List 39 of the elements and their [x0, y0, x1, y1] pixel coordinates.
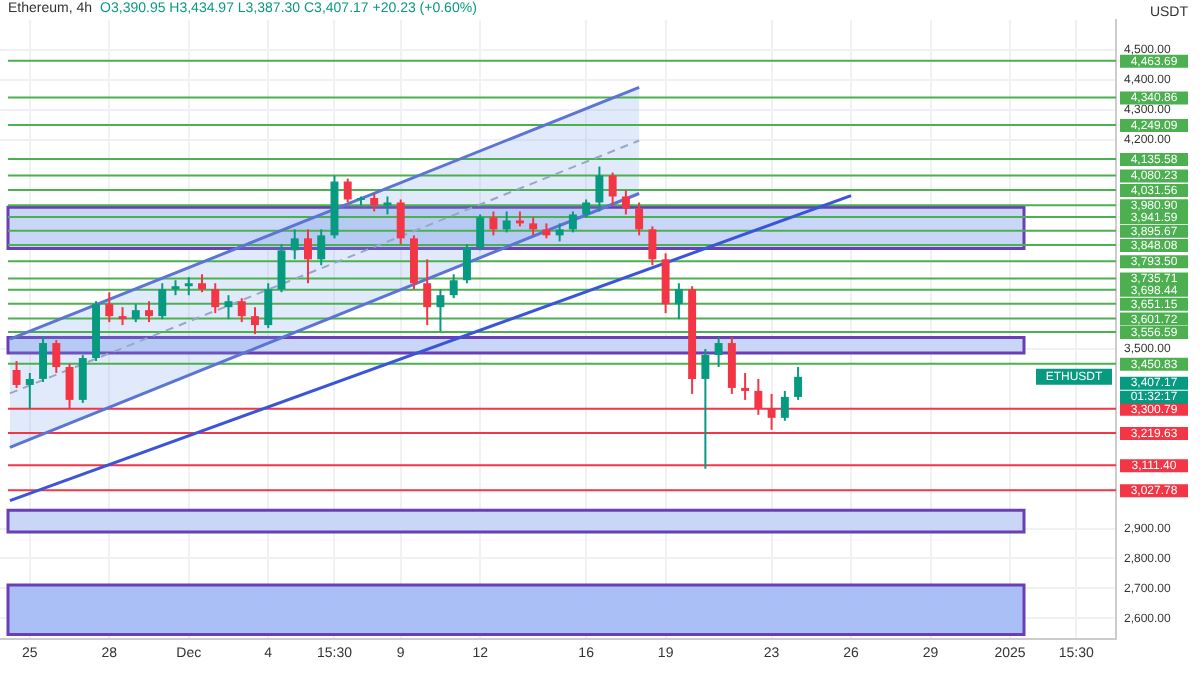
candlestick: [304, 228, 312, 285]
candlestick: [727, 336, 736, 395]
candlestick: [714, 336, 723, 368]
candlestick: [423, 258, 432, 327]
candlestick: [158, 282, 167, 321]
candlestick: [621, 189, 630, 216]
candlestick: [343, 177, 352, 204]
candlestick: [12, 360, 21, 389]
candlestick: [780, 389, 789, 422]
candlestick: [674, 282, 683, 321]
candlestick: [211, 282, 220, 315]
candlestick: [290, 228, 299, 261]
candlestick: [251, 306, 259, 336]
candlestick: [39, 336, 48, 383]
candlestick: [476, 213, 485, 252]
candlestick: [635, 201, 644, 237]
candlestick: [595, 165, 604, 213]
candlestick: [449, 273, 458, 300]
candlestick: [741, 371, 750, 401]
candlestick: [317, 228, 326, 267]
candlestick: [568, 210, 577, 234]
candlestick: [502, 210, 511, 234]
candlestick: [794, 365, 803, 401]
candlestick: [52, 339, 61, 374]
candlestick: [396, 198, 405, 246]
candlestick: [661, 252, 670, 315]
candlestick: [237, 297, 246, 324]
candlestick: [489, 210, 498, 237]
candlestick: [701, 348, 710, 470]
candlestick: [264, 282, 273, 330]
candlestick: [409, 234, 418, 291]
candlestick: [25, 371, 34, 410]
candlestick: [78, 354, 87, 404]
candlestick: [608, 171, 617, 207]
candlestick: [462, 243, 471, 285]
candlestick: [145, 300, 153, 324]
candlestick: [648, 225, 657, 267]
candlestick: [105, 291, 114, 324]
candlestick: [436, 288, 445, 333]
